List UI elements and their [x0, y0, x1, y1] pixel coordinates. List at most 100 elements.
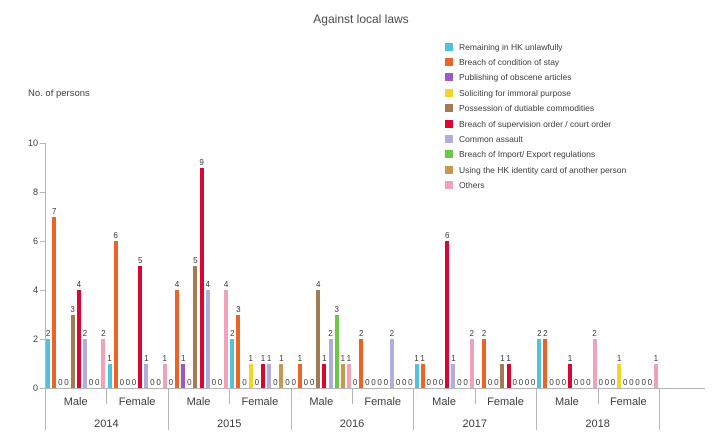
bar	[230, 339, 235, 388]
legend-label: Breach of Import/ Export regulations	[459, 149, 596, 160]
bar-value-label: 0	[475, 378, 481, 387]
bar	[236, 314, 241, 388]
bar-value-label: 0	[408, 378, 413, 387]
gender-separator-tick	[229, 388, 231, 404]
bar-value-label: 2	[537, 329, 542, 338]
bar-value-label: 0	[365, 378, 370, 387]
bar-value-label: 0	[58, 378, 63, 387]
legend-item: Possession of dutiable commodities	[445, 101, 626, 116]
bar-value-label: 6	[444, 231, 450, 240]
y-tick-label: 10	[27, 138, 38, 148]
bar	[482, 339, 486, 388]
bar	[261, 363, 265, 388]
bar-value-label: 1	[266, 353, 272, 363]
bar-value-label: 4	[205, 280, 210, 289]
bar	[205, 290, 210, 388]
bar-value-label: 9	[199, 157, 204, 167]
bar-value-label: 1	[297, 353, 303, 363]
bar-value-label: 0	[94, 378, 100, 387]
legend-item: Publishing of obscene articles	[445, 70, 626, 85]
bar-value-label: 1	[144, 353, 149, 363]
y-axis-tick	[40, 339, 45, 340]
bar	[346, 363, 351, 388]
y-axis-tick	[40, 290, 45, 291]
legend-swatch	[445, 165, 453, 174]
year-separator-tick	[290, 388, 292, 430]
bar-value-label: 0	[187, 378, 192, 387]
bar-value-label: 0	[487, 378, 493, 387]
year-separator-tick	[413, 388, 415, 430]
bar-value-label: 0	[426, 378, 431, 387]
legend-swatch	[445, 58, 453, 67]
bar-value-label: 5	[137, 255, 143, 265]
bar-value-label: 4	[174, 280, 180, 289]
legend-swatch	[445, 181, 453, 190]
legend-label: Possession of dutiable commodities	[459, 103, 595, 114]
gender-label: Female	[487, 396, 524, 408]
legend-swatch	[445, 88, 453, 97]
chart-title: Against local laws	[313, 12, 409, 26]
x-axis-line	[45, 388, 705, 389]
bar	[82, 339, 87, 388]
bar-value-label: 1	[162, 353, 167, 363]
bar-value-label: 0	[438, 378, 444, 387]
bar-value-label: 0	[604, 378, 610, 387]
legend-swatch	[445, 104, 453, 113]
bar	[279, 363, 284, 388]
gender-label: Female	[364, 396, 402, 408]
year-label: 2015	[216, 418, 242, 430]
bar-value-label: 2	[328, 329, 333, 338]
bar-value-label: 1	[322, 353, 327, 363]
bar	[297, 363, 302, 388]
bar-value-label: 0	[629, 378, 634, 387]
bar	[328, 339, 333, 388]
bar-value-label: 2	[230, 329, 235, 338]
y-axis-label: No. of persons	[28, 88, 90, 99]
bar	[451, 363, 456, 388]
bar-value-label: 5	[193, 255, 198, 265]
bar	[316, 290, 321, 388]
year-label: 2014	[94, 418, 119, 430]
bar-value-label: 2	[592, 329, 597, 338]
y-tick-label: 8	[32, 187, 38, 197]
bar-value-label: 1	[260, 353, 266, 363]
legend-item: Others	[445, 178, 626, 193]
bar-value-label: 1	[414, 353, 419, 363]
bar-value-label: 2	[45, 329, 51, 338]
bar-value-label: 0	[303, 378, 309, 387]
bar-value-label: 4	[76, 280, 82, 289]
legend-label: Breach of supervision order / court orde…	[459, 118, 612, 129]
bar-value-label: 0	[610, 378, 616, 387]
bar-value-label: 0	[395, 378, 401, 387]
bar	[224, 290, 229, 388]
bar-value-label: 0	[635, 378, 640, 387]
y-axis-tick	[40, 241, 45, 242]
bar	[334, 314, 339, 388]
bar	[181, 363, 186, 388]
bar	[359, 339, 364, 388]
bar	[113, 241, 118, 388]
bar-value-label: 0	[64, 378, 69, 387]
bar-value-label: 0	[580, 378, 585, 387]
bar-value-label: 0	[622, 378, 628, 387]
bar-value-label: 0	[555, 378, 560, 387]
legend-item: Breach of condition of stay	[445, 54, 626, 69]
bar-value-label: 0	[518, 378, 524, 387]
bar-value-label: 0	[254, 378, 260, 387]
legend-label: Common assault	[459, 134, 523, 145]
y-tick-label: 0	[32, 383, 38, 393]
bar-value-label: 0	[647, 378, 653, 387]
bar-value-label: 1	[653, 353, 659, 363]
legend-item: Breach of supervision order / court orde…	[445, 116, 626, 131]
bar-value-label: 1	[420, 353, 425, 363]
bar-value-label: 3	[236, 304, 241, 314]
gender-separator-tick	[352, 388, 353, 404]
bar-value-label: 0	[641, 378, 646, 387]
bar-value-label: 0	[352, 378, 358, 387]
bar-value-label: 2	[358, 329, 364, 338]
bar-value-label: 1	[248, 353, 253, 363]
y-axis-line	[45, 143, 46, 389]
bar-value-label: 0	[242, 378, 247, 387]
bar	[193, 265, 198, 388]
gender-label: Male	[432, 396, 456, 408]
